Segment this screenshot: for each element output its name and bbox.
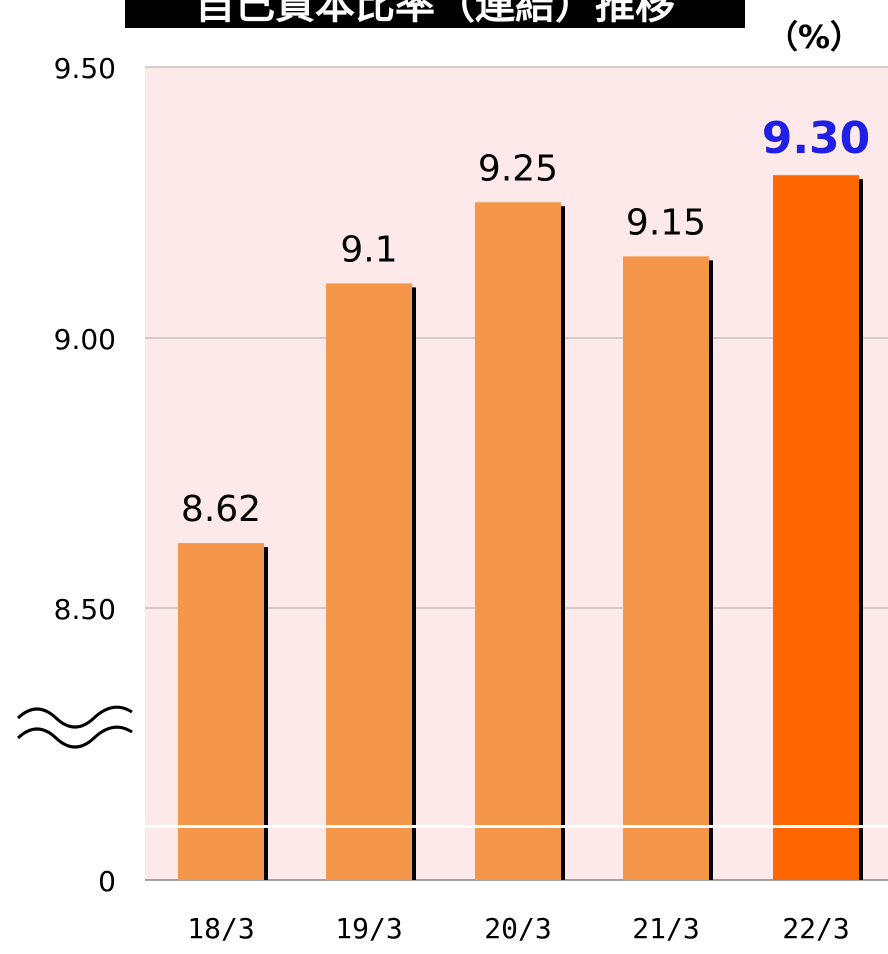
data-label: 9.30 — [762, 113, 871, 164]
bar-highlight — [773, 175, 859, 880]
data-label: 9.25 — [478, 148, 558, 189]
y-tick-label: 9.50 — [54, 52, 116, 85]
bar — [623, 256, 709, 881]
y-tick-label: 8.50 — [54, 593, 116, 626]
x-tick-label: 20/3 — [484, 912, 551, 945]
y-tick-label: 0 — [98, 865, 116, 898]
chart-title: 自己資本比率（連結）推移 — [195, 0, 675, 28]
x-tick-label: 21/3 — [632, 912, 699, 945]
bar — [178, 543, 264, 880]
x-tick-label: 19/3 — [335, 912, 402, 945]
axis-break-symbol — [16, 725, 133, 749]
data-label: 8.62 — [181, 489, 261, 530]
x-tick-label: 22/3 — [782, 912, 849, 945]
unit-label: （%） — [766, 18, 862, 56]
data-label: 9.15 — [626, 202, 706, 243]
axis-break-symbol — [16, 705, 133, 729]
data-label: 9.1 — [340, 229, 397, 270]
axis-break-line — [145, 825, 888, 828]
y-tick-label: 9.00 — [54, 323, 116, 356]
x-tick-label: 18/3 — [187, 912, 254, 945]
title-box — [125, 0, 745, 28]
bar — [326, 283, 412, 880]
bar — [475, 202, 561, 880]
